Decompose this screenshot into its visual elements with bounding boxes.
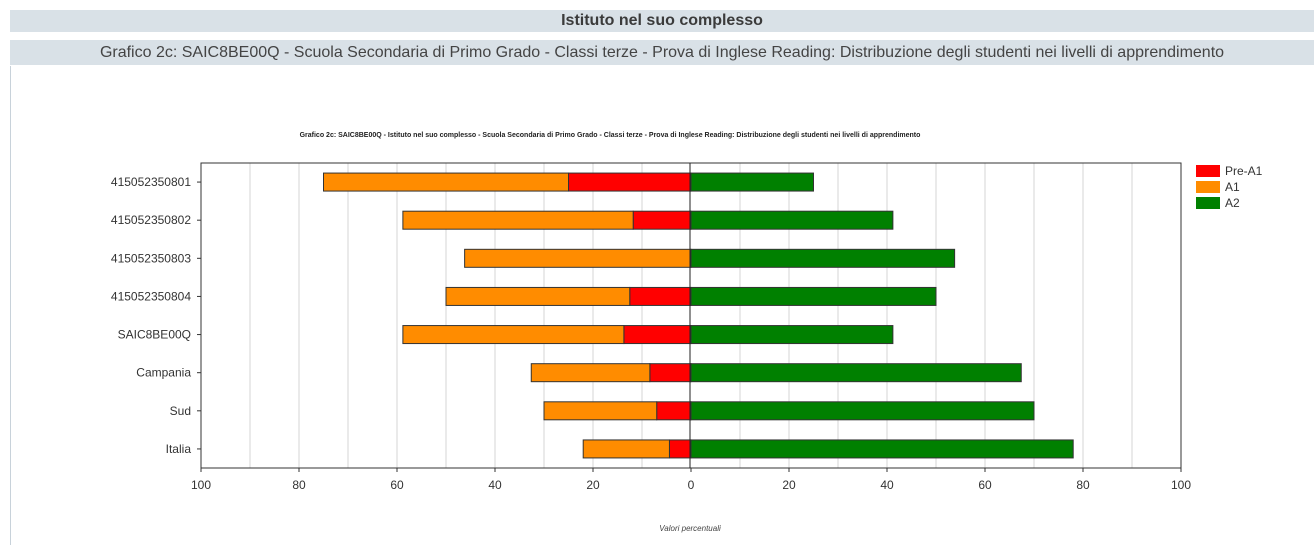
bar-pre-a1	[568, 172, 692, 192]
x-tick-label: 100	[191, 478, 211, 492]
bar-a1	[543, 401, 658, 421]
bar-a2	[690, 210, 894, 230]
x-axis-ticks: 100 80 60 40 20 0 20 40 60 80 100	[191, 468, 1191, 492]
x-tick-label: 20	[782, 478, 796, 492]
legend-label-a2: A2	[1225, 196, 1240, 210]
bar-a2	[690, 286, 937, 306]
bar-pre-a1	[629, 286, 692, 306]
category-label: Italia	[166, 442, 192, 456]
y-axis-categories: 415052350801 415052350802 415052350803 4150…	[111, 175, 201, 456]
chart-heading: Grafico 2c: SAIC8BE00Q - Scuola Secondar…	[10, 40, 1314, 65]
x-tick-label: 100	[1171, 478, 1191, 492]
category-label: 415052350803	[111, 251, 191, 265]
x-axis-label: Valori percentuali	[659, 524, 721, 533]
bar-a1	[323, 172, 569, 192]
category-label: 415052350802	[111, 213, 191, 227]
legend-swatch-pre-a1	[1196, 165, 1220, 177]
legend-label-a1: A1	[1225, 180, 1240, 194]
category-label: Sud	[170, 404, 191, 418]
x-tick-label: 40	[488, 478, 502, 492]
x-tick-label: 40	[880, 478, 894, 492]
category-label: Campania	[136, 366, 191, 380]
category-label: 415052350801	[111, 175, 191, 189]
bar-a1	[530, 363, 651, 383]
bar-a1	[402, 210, 634, 230]
bar-pre-a1	[632, 210, 692, 230]
bar-pre-a1	[668, 439, 692, 459]
bar-a2	[690, 172, 814, 192]
bar-a1	[402, 325, 625, 345]
x-tick-label: 0	[688, 478, 695, 492]
category-label: SAIC8BE00Q	[118, 328, 191, 342]
legend: Pre-A1 A1 A2	[1196, 164, 1263, 210]
bar-a2	[690, 401, 1035, 421]
x-tick-label: 60	[390, 478, 404, 492]
bar-a2	[690, 363, 1022, 383]
x-tick-label: 20	[586, 478, 600, 492]
bars	[323, 172, 1074, 459]
bar-a2	[690, 325, 894, 345]
grid-lines	[249, 163, 1133, 468]
section-title: Istituto nel suo complesso	[10, 10, 1314, 32]
legend-label-pre-a1: Pre-A1	[1225, 164, 1263, 178]
bar-a2	[690, 248, 956, 268]
legend-swatch-a1	[1196, 181, 1220, 193]
legend-swatch-a2	[1196, 197, 1220, 209]
bar-a1	[445, 286, 631, 306]
x-tick-label: 80	[1076, 478, 1090, 492]
x-tick-label: 80	[292, 478, 306, 492]
bar-a2	[690, 439, 1074, 459]
x-tick-label: 60	[978, 478, 992, 492]
bar-a1	[464, 248, 692, 268]
bar-pre-a1	[649, 363, 692, 383]
chart-title: Grafico 2c: SAIC8BE00Q - Istituto nel su…	[300, 132, 921, 139]
category-label: 415052350804	[111, 289, 191, 303]
bar-a1	[582, 439, 670, 459]
bar-pre-a1	[656, 401, 692, 421]
bar-pre-a1	[623, 325, 692, 345]
left-divider	[10, 66, 11, 545]
